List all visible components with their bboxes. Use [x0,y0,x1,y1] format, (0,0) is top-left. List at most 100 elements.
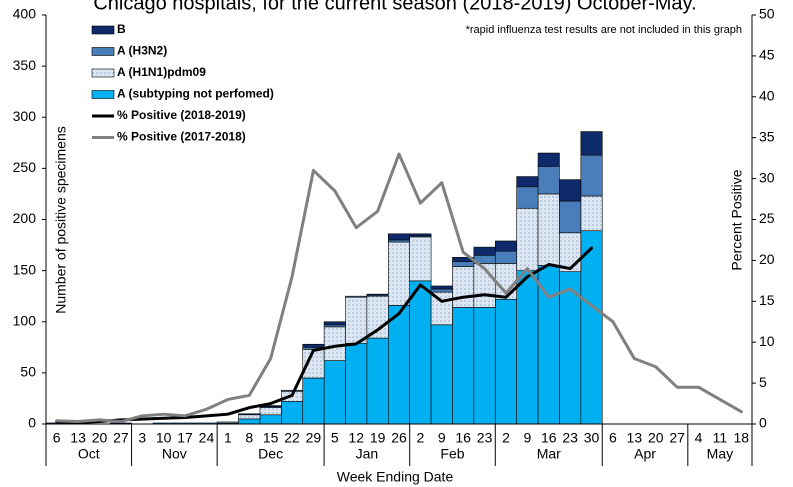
bar-segment [516,270,539,425]
month-label: Oct [78,446,100,462]
bar-segment [430,324,453,425]
bar-segment [580,195,603,232]
y-tick-label: 100 [13,312,37,328]
month-label: Apr [634,446,656,462]
bar-segment [473,307,496,425]
y-tick-label: 350 [13,57,37,73]
legend-label: A (subtyping not perfomed) [117,87,274,101]
bar-segment [473,246,496,256]
x-tick-label: 4 [695,430,703,446]
x-tick-label: 9 [523,430,531,446]
bar-segment [537,193,560,266]
bar-segment [409,233,432,237]
bar-segment [452,307,475,425]
x-tick-label: 29 [306,430,322,446]
bar-segment [388,239,410,243]
bar-segment [494,298,517,425]
legend-label: % Positive (2017-2018) [117,130,246,144]
bar-segment [366,295,389,339]
bar-segment [494,250,517,264]
y-tick-label: 300 [13,108,37,124]
bar-segment [537,152,560,167]
bar-segment [238,414,261,420]
bar-segment [281,389,304,392]
bar-segment [345,296,368,344]
y-tick-label: 400 [13,6,37,22]
bar-segment [281,401,304,425]
month-label: Mar [537,446,561,462]
bar-segment [516,186,539,209]
x-tick-label: 12 [348,430,364,446]
y2-tick-label: 35 [759,128,775,144]
y-tick-label: 250 [13,159,37,175]
legend-label: A (H1N1)pdm09 [117,65,206,79]
legend-label: A (H3N2) [117,44,167,58]
bar-segment [452,261,475,267]
x-tick-label: 22 [284,430,300,446]
x-tick-label: 18 [734,430,750,446]
y2-tick-label: 45 [759,47,775,63]
bar-segment [580,131,603,156]
legend-swatch [91,25,115,35]
bar-segment [323,321,346,326]
x-tick-label: 23 [562,430,578,446]
bar-segment [409,280,432,425]
bar-segment [388,233,410,241]
bar-segment [494,240,517,252]
y-tick-label: 150 [13,261,37,277]
bar-segment [238,418,261,425]
x-tick-label: 16 [541,430,557,446]
y2-tick-label: 15 [759,292,775,308]
x-tick-label: 30 [584,430,600,446]
x-tick-label: 11 [713,430,728,446]
x-tick-label: 17 [177,430,193,446]
bar-segment [516,176,539,188]
bar-segment [323,324,346,328]
x-tick-label: 2 [416,430,424,446]
bar-segment [580,154,603,197]
month-label: Jan [356,446,379,462]
y2-tick-label: 25 [759,210,775,226]
x-axis-title: Week Ending Date [337,469,454,485]
y2-tick-label: 10 [759,333,775,349]
y-tick-label: 50 [20,364,36,380]
legend-swatch [91,68,115,78]
bar-segment [366,293,389,296]
x-tick-label: 2 [502,430,510,446]
bar-segment [345,295,368,298]
x-tick-label: 20 [92,430,108,446]
legend-swatch [91,47,115,56]
y2-tick-label: 5 [759,374,767,390]
x-tick-label: 9 [438,430,446,446]
y2-tick-label: 20 [759,251,775,267]
bar-segment [345,342,368,425]
x-tick-label: 26 [391,430,407,446]
legend-label: % Positive (2018-2019) [117,108,246,122]
y2-tick-label: 0 [759,415,767,431]
month-label: May [707,446,733,462]
bar-segment [259,414,282,425]
y-tick-label: 200 [13,210,37,226]
bar-segment [409,236,432,282]
bar-segment [516,207,539,271]
x-tick-label: 19 [370,430,386,446]
bar-segment [537,166,560,195]
bar-segment [323,326,346,361]
x-tick-label: 27 [669,430,685,446]
y2-tick-label: 50 [759,6,775,22]
line [55,246,594,424]
y2-axis-title: Percent Positive [729,169,745,270]
bar-segment [580,230,603,425]
bar-segment [430,288,453,293]
bar-segment [238,413,261,416]
month-label: Nov [162,446,187,462]
x-tick-label: 13 [627,430,643,446]
bar-segment [302,343,325,348]
x-tick-label: 8 [245,430,253,446]
legend-swatch [91,90,115,99]
chart-title: Chicago hospitals, for the current seaso… [93,0,696,14]
x-tick-label: 3 [138,430,146,446]
bar-segment [388,305,410,425]
x-tick-label: 6 [53,430,61,446]
